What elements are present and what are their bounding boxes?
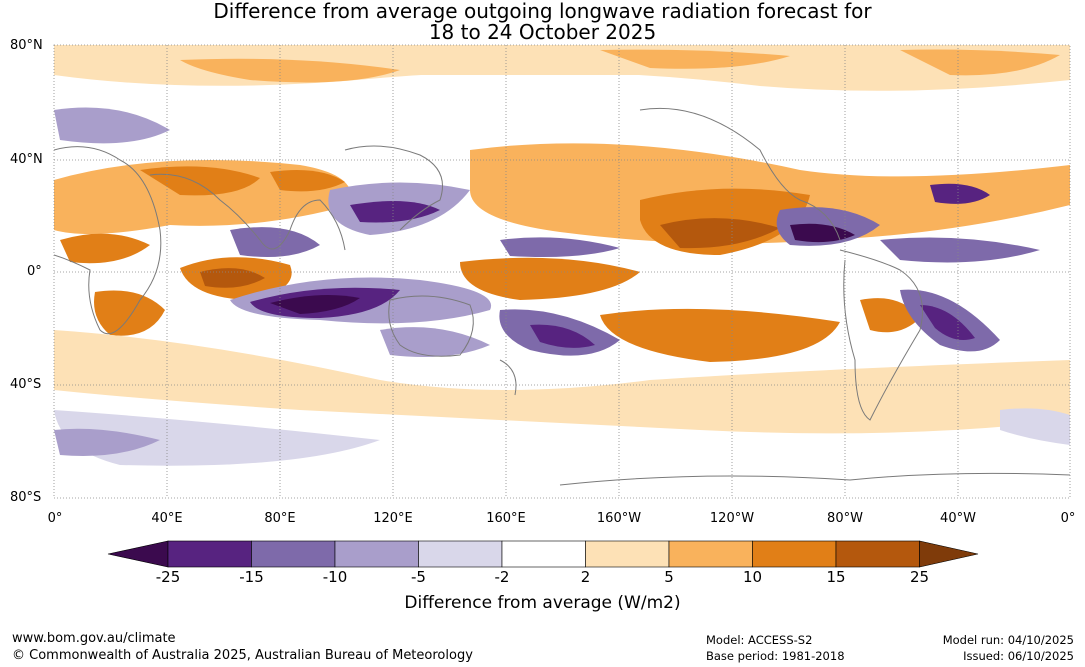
coast-new-zealand — [499, 359, 517, 396]
coast-south-america — [839, 249, 923, 421]
map-title-line1: Difference from average outgoing longwav… — [213, 0, 872, 23]
anomaly-sa-core — [920, 305, 975, 341]
colorbar-swatch — [835, 540, 920, 568]
colorbar-swatch — [501, 540, 586, 568]
anomaly-southern-africa — [94, 290, 165, 336]
anomaly-southern-ocean-west — [54, 410, 380, 466]
lon-label-160e: 160°E — [486, 511, 526, 526]
colorbar-tick: 10 — [742, 568, 763, 586]
anomaly-wio-peak — [200, 268, 265, 288]
anomaly-west-africa — [60, 233, 150, 264]
colorbar-right-extension — [919, 540, 979, 568]
colorbar-swatch — [585, 540, 670, 568]
colorbar-tick: 2 — [580, 568, 591, 586]
lat-label-80n: 80°N — [10, 38, 43, 53]
coast-north-america — [639, 107, 841, 241]
colorbar-tick: -15 — [239, 568, 264, 586]
lat-label-80s: 80°S — [10, 490, 42, 505]
anomaly-wpn-core — [350, 201, 440, 223]
coast-australia — [388, 295, 474, 357]
colorbar-swatch — [334, 540, 419, 568]
colorbar-tick: -25 — [155, 568, 181, 586]
colorbar-tick: 15 — [826, 568, 846, 586]
colorbar-tick: 5 — [664, 568, 674, 586]
lon-label-80w: 80°W — [827, 511, 863, 526]
anomaly-so-core — [54, 428, 160, 456]
lat-label-40n: 40°N — [10, 152, 43, 167]
colorbar-tick: -10 — [322, 568, 348, 586]
coast-east-asia — [344, 145, 443, 231]
footer-model-run: Model run: 04/10/2025 — [942, 633, 1074, 647]
colorbar-left-extension — [107, 540, 169, 568]
colorbar-tick: -2 — [494, 568, 510, 586]
anomaly-north-atlantic — [930, 183, 990, 204]
colorbar-swatch — [668, 540, 753, 568]
lon-label-0-right: 0° — [1060, 511, 1076, 526]
footer-base-period: Base period: 1981-2018 — [706, 649, 845, 663]
anomaly-bay-of-bengal — [230, 227, 320, 258]
anomaly-central-pacific — [460, 257, 640, 300]
anomaly-amazon-pos — [860, 298, 920, 333]
coast-antarctica — [559, 472, 1070, 486]
coast-africa — [54, 146, 162, 335]
anomaly-arabia-core — [140, 166, 260, 196]
anomaly-southern-band — [54, 330, 1070, 434]
colorbar-swatch — [418, 540, 503, 568]
graticule — [54, 45, 1070, 498]
coast-south-asia — [149, 173, 346, 251]
anomaly-south-pacific — [600, 308, 840, 362]
lon-label-120e: 120°E — [373, 511, 413, 526]
colorbar-swatch — [251, 540, 336, 568]
anomaly-southern-ocean-east — [1000, 408, 1070, 445]
anomaly-india-north — [270, 169, 345, 192]
footer-model: Model: ACCESS-S2 — [706, 633, 813, 647]
anomaly-ne-pacific-peak — [660, 218, 780, 249]
anomaly-fields — [54, 45, 1070, 466]
footer-website-link[interactable]: www.bom.gov.au/climate — [12, 631, 176, 646]
lon-label-40e: 40°E — [151, 511, 183, 526]
anomaly-itcz-neg — [500, 237, 620, 257]
footer-copyright: © Commonwealth of Australia 2025, Austra… — [12, 648, 473, 663]
lon-label-160w: 160°W — [596, 511, 642, 526]
map-title-line2: 18 to 24 October 2025 — [428, 20, 657, 44]
lon-label-40w: 40°W — [940, 511, 976, 526]
map-border — [53, 44, 1071, 499]
colorbar — [107, 540, 979, 568]
anomaly-greenland-pos — [900, 49, 1060, 76]
lat-label-0: 0° — [27, 264, 42, 279]
coastlines — [54, 107, 1070, 486]
colorbar-swatch — [752, 540, 837, 568]
anomaly-siberia-pos — [180, 58, 400, 83]
anomaly-spcz-core — [530, 324, 595, 348]
anomaly-eio-peak — [270, 294, 360, 314]
lon-label-0-left: 0° — [47, 511, 63, 526]
footer-issued: Issued: 06/10/2025 — [963, 649, 1074, 663]
lon-label-120w: 120°W — [709, 511, 755, 526]
anomaly-europe-neg — [54, 107, 170, 144]
anomaly-atlantic-itcz — [880, 237, 1040, 263]
lon-label-80e: 80°E — [264, 511, 296, 526]
colorbar-tick: -5 — [411, 568, 426, 586]
colorbar-label: Difference from average (W/m2) — [404, 593, 681, 613]
colorbar-swatch — [167, 540, 252, 568]
lat-label-40s: 40°S — [10, 377, 42, 392]
anomaly-bering-pos — [600, 49, 790, 69]
colorbar-tick: 25 — [909, 568, 930, 586]
